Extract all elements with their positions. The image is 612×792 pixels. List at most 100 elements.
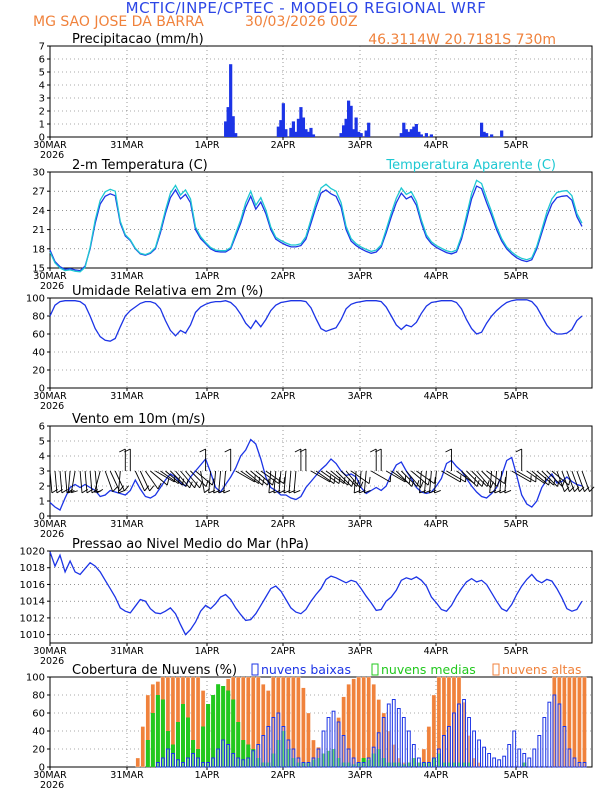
precip-bar [485, 133, 489, 137]
barb-flag [434, 490, 441, 494]
precip-bar [404, 129, 408, 137]
precip-bar [352, 129, 356, 137]
cloud-bar-nuvens-medias [326, 750, 331, 767]
barb-flag [408, 476, 411, 484]
x-tick-label: 2APR [271, 646, 296, 657]
cloud-bar-nuvens-medias [311, 759, 316, 767]
x-tick-label: 5APR [504, 646, 529, 657]
barb-flag [356, 480, 360, 487]
cloud-bar-nuvens-baixas [336, 721, 341, 768]
barb-flag [416, 480, 420, 487]
barb-shaft [190, 470, 207, 487]
barb-shaft [213, 470, 217, 493]
wind-barb [446, 470, 467, 483]
plot-frame [49, 171, 593, 269]
barb-shaft [566, 470, 575, 492]
y-tick-label: 100 [26, 294, 45, 305]
cloud-bar-nuvens-baixas [527, 757, 532, 768]
barb-shaft [67, 470, 71, 493]
legend-apparent-temp: Temperatura Aparente (C) [385, 158, 556, 173]
cloud-bar-nuvens-medias [301, 762, 306, 767]
cloud-bar-nuvens-medias [341, 762, 346, 767]
cloud-bar-nuvens-medias [180, 704, 185, 767]
barb-shaft [185, 470, 200, 489]
precip-bar [407, 131, 411, 137]
barb-shaft [330, 470, 349, 486]
cloud-bar-nuvens-baixas [416, 757, 421, 768]
precip-bar [349, 105, 353, 137]
barb-shaft [526, 470, 546, 484]
cloud-bar-nuvens-baixas [211, 757, 216, 768]
y-tick-label: 1018 [20, 563, 45, 574]
wind-barb [516, 470, 537, 483]
y-tick-label: 3 [39, 467, 45, 478]
cloud-bar-nuvens-medias [175, 722, 180, 767]
cloud-bar-nuvens-baixas [241, 759, 246, 768]
cloud-bar-nuvens-baixas [487, 753, 492, 768]
cloud-bar-nuvens-medias [276, 740, 281, 767]
x-tick-label: 1APR [195, 770, 220, 781]
precip-bar [357, 131, 361, 137]
barb-flag [474, 476, 476, 484]
barb-shaft [461, 470, 478, 487]
barb-flag [504, 490, 512, 494]
x-tick-label: 31MAR [110, 140, 144, 151]
wind-barb [293, 470, 301, 494]
wind-barb [445, 448, 452, 471]
barb-shaft [446, 470, 466, 483]
barb-flag [294, 448, 302, 453]
cloud-bar-nuvens-medias [211, 695, 216, 767]
wind-barb [294, 448, 302, 471]
wind-barb [515, 448, 523, 471]
y-tick-label: 15 [32, 264, 45, 275]
barb-shaft [429, 470, 432, 493]
barb-shaft [419, 470, 422, 493]
cloud-bar-nuvens-baixas [341, 735, 346, 768]
cloud-bar-nuvens-altas [356, 676, 361, 768]
x-tick-label: 1APR [195, 519, 220, 530]
barb-shaft [54, 470, 58, 493]
x-year-label: 2026 [40, 656, 64, 667]
cloud-bar-nuvens-medias [266, 762, 271, 767]
precip-bar [419, 134, 423, 137]
panel-5: 1010 1012 1014 1016 1018 1020 30MAR 31MAR 1APR 2A… [20, 537, 593, 667]
barb-flag [149, 485, 155, 492]
wind-barb [70, 470, 78, 494]
cloud-bar-nuvens-baixas [155, 762, 160, 768]
barb-shaft [536, 470, 554, 486]
cloud-bar-nuvens-baixas [286, 739, 291, 768]
panel-2: 15 18 21 24 27 30 30MAR 31MAR 1APR 2APR 3APR 4APR 5A… [32, 158, 593, 292]
wind-barb [466, 470, 485, 487]
precip-bar [344, 118, 348, 137]
x-tick-label: 30MAR [33, 646, 67, 657]
cloud-bar-nuvens-medias [145, 740, 150, 767]
precip-bar [309, 127, 313, 137]
x-tick-label: 4APR [424, 646, 449, 657]
cloud-bar-nuvens-altas [140, 726, 146, 768]
barb-flag [211, 478, 215, 486]
precip-bar [279, 120, 283, 137]
wind-barb [134, 470, 150, 492]
cloud-bar-nuvens-baixas [582, 762, 587, 768]
cloud-bar-nuvens-altas [361, 676, 366, 768]
legend-label: nuvens medias [381, 662, 476, 677]
barb-shaft [283, 470, 287, 493]
wind-barb [369, 448, 377, 471]
cloud-bar-nuvens-baixas [261, 735, 266, 768]
wind-barb [486, 470, 507, 484]
barb-shaft [145, 470, 159, 490]
legend-swatch [251, 663, 259, 676]
y-tick-label: 100 [26, 673, 45, 684]
cloud-bar-nuvens-baixas [226, 744, 231, 768]
cloud-bar-nuvens-medias [446, 762, 451, 767]
precip-bar [291, 121, 295, 137]
wind-barb [104, 470, 118, 492]
barb-shaft [541, 470, 558, 487]
cloud-bar-nuvens-baixas [256, 744, 261, 768]
precip-bar [281, 103, 285, 137]
x-tick-label: 31MAR [110, 519, 144, 530]
precip-bar [479, 122, 484, 137]
legend-swatch [371, 663, 379, 676]
wind-barb [411, 470, 431, 486]
